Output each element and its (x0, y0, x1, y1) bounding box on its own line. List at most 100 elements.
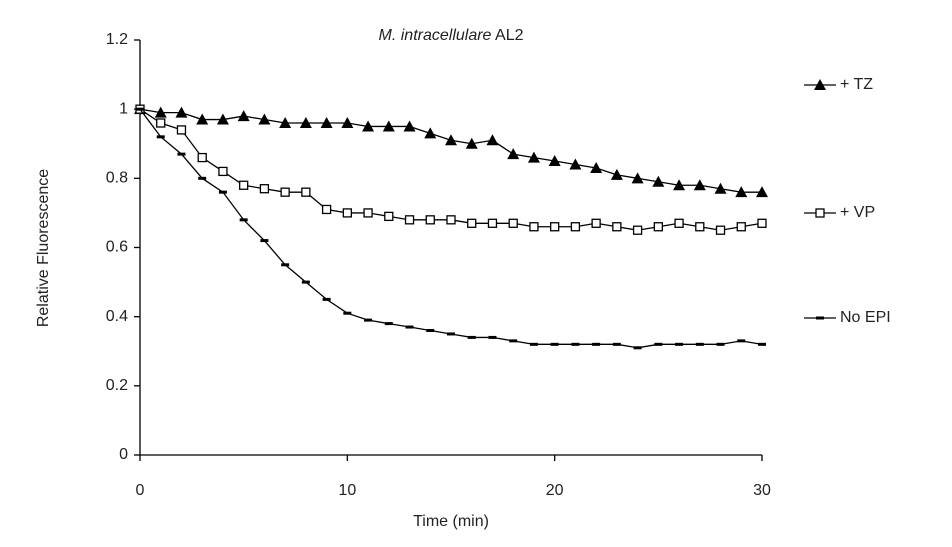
marker-triangle (756, 186, 768, 198)
series-line (139, 108, 763, 231)
marker-dash (737, 339, 746, 343)
y-tick-label: 0 (119, 446, 128, 463)
legend-label: + VP (840, 204, 875, 221)
marker-dash (281, 263, 290, 267)
marker-dash (488, 335, 497, 339)
marker-square (176, 125, 187, 135)
marker-triangle (341, 117, 354, 128)
x-tick-label: 30 (753, 482, 771, 499)
marker-dash (322, 297, 331, 301)
y-tick-label: 0.4 (106, 308, 128, 325)
marker-square (301, 187, 311, 197)
marker-square (446, 215, 456, 225)
marker-triangle (693, 179, 706, 191)
marker-dash (612, 342, 621, 346)
y-tick-label: 0.6 (106, 239, 128, 256)
marker-dash (571, 342, 580, 346)
marker-square (259, 184, 270, 194)
legend-label: + TZ (840, 76, 873, 93)
marker-triangle (403, 120, 416, 132)
x-tick-label: 0 (136, 482, 145, 499)
marker-triangle (154, 106, 167, 118)
title-rest: AL2 (495, 27, 524, 44)
marker-dash (675, 342, 684, 346)
marker-dash (239, 218, 248, 222)
marker-square (674, 218, 684, 228)
marker-triangle (424, 127, 437, 139)
marker-triangle (652, 175, 665, 187)
marker-triangle (486, 134, 499, 146)
marker-dash (384, 322, 393, 326)
marker-square (197, 152, 207, 163)
marker-triangle (814, 79, 826, 90)
series-line (139, 108, 762, 193)
marker-square (529, 222, 539, 232)
marker-triangle (175, 106, 188, 118)
marker-dash (654, 342, 663, 346)
marker-square (239, 180, 249, 190)
marker-dash (633, 346, 642, 350)
marker-triangle (258, 113, 271, 125)
marker-square (404, 215, 415, 225)
marker-square (280, 187, 290, 197)
marker-triangle (631, 172, 644, 184)
marker-triangle (320, 117, 333, 128)
marker-square (591, 218, 601, 228)
marker-square (425, 215, 435, 225)
marker-square (612, 222, 622, 232)
marker-dash (509, 339, 518, 343)
marker-triangle (714, 182, 727, 194)
marker-triangle (569, 158, 582, 170)
marker-triangle (216, 113, 229, 125)
marker-triangle (548, 155, 561, 167)
y-tick-label: 0.2 (106, 377, 128, 394)
marker-dash (260, 239, 269, 243)
marker-dash (218, 190, 227, 194)
marker-dash (405, 325, 414, 329)
marker-square (570, 222, 581, 232)
x-axis-label: Time (min) (413, 513, 489, 530)
marker-triangle (362, 120, 375, 132)
marker-square (487, 218, 498, 228)
marker-triangle (196, 113, 209, 125)
y-axis-label: Relative Fluorescence (35, 169, 52, 327)
marker-dash (592, 342, 601, 346)
marker-triangle (299, 117, 312, 128)
marker-dash (198, 176, 207, 180)
marker-triangle (279, 117, 292, 128)
x-tick-label: 10 (338, 482, 356, 499)
marker-triangle (590, 161, 603, 173)
marker-square (218, 166, 228, 177)
marker-triangle (445, 134, 457, 146)
marker-dash (343, 311, 352, 315)
marker-square (342, 208, 352, 218)
y-tick-label: 1 (119, 100, 128, 117)
marker-triangle (237, 110, 250, 122)
legend-label: No EPI (840, 309, 891, 326)
marker-dash (301, 280, 310, 284)
title-italic: M. intracellulare (379, 27, 492, 44)
marker-dash (816, 316, 824, 320)
marker-triangle (673, 179, 686, 191)
marker-square (653, 222, 663, 232)
marker-triangle (507, 148, 520, 160)
marker-square (757, 218, 767, 228)
marker-dash (695, 342, 704, 346)
marker-square (550, 222, 560, 232)
marker-square (715, 225, 726, 235)
marker-triangle (610, 168, 623, 180)
marker-square (695, 222, 705, 232)
marker-triangle (735, 186, 748, 198)
marker-dash (364, 318, 373, 322)
marker-dash (529, 342, 538, 346)
marker-dash (156, 135, 165, 139)
marker-dash (136, 107, 144, 111)
marker-square (384, 211, 394, 222)
marker-triangle (382, 120, 395, 132)
marker-dash (447, 332, 455, 336)
marker-dash (467, 335, 476, 339)
marker-triangle (465, 137, 478, 149)
marker-square (363, 208, 373, 218)
y-tick-label: 1.2 (106, 31, 128, 48)
